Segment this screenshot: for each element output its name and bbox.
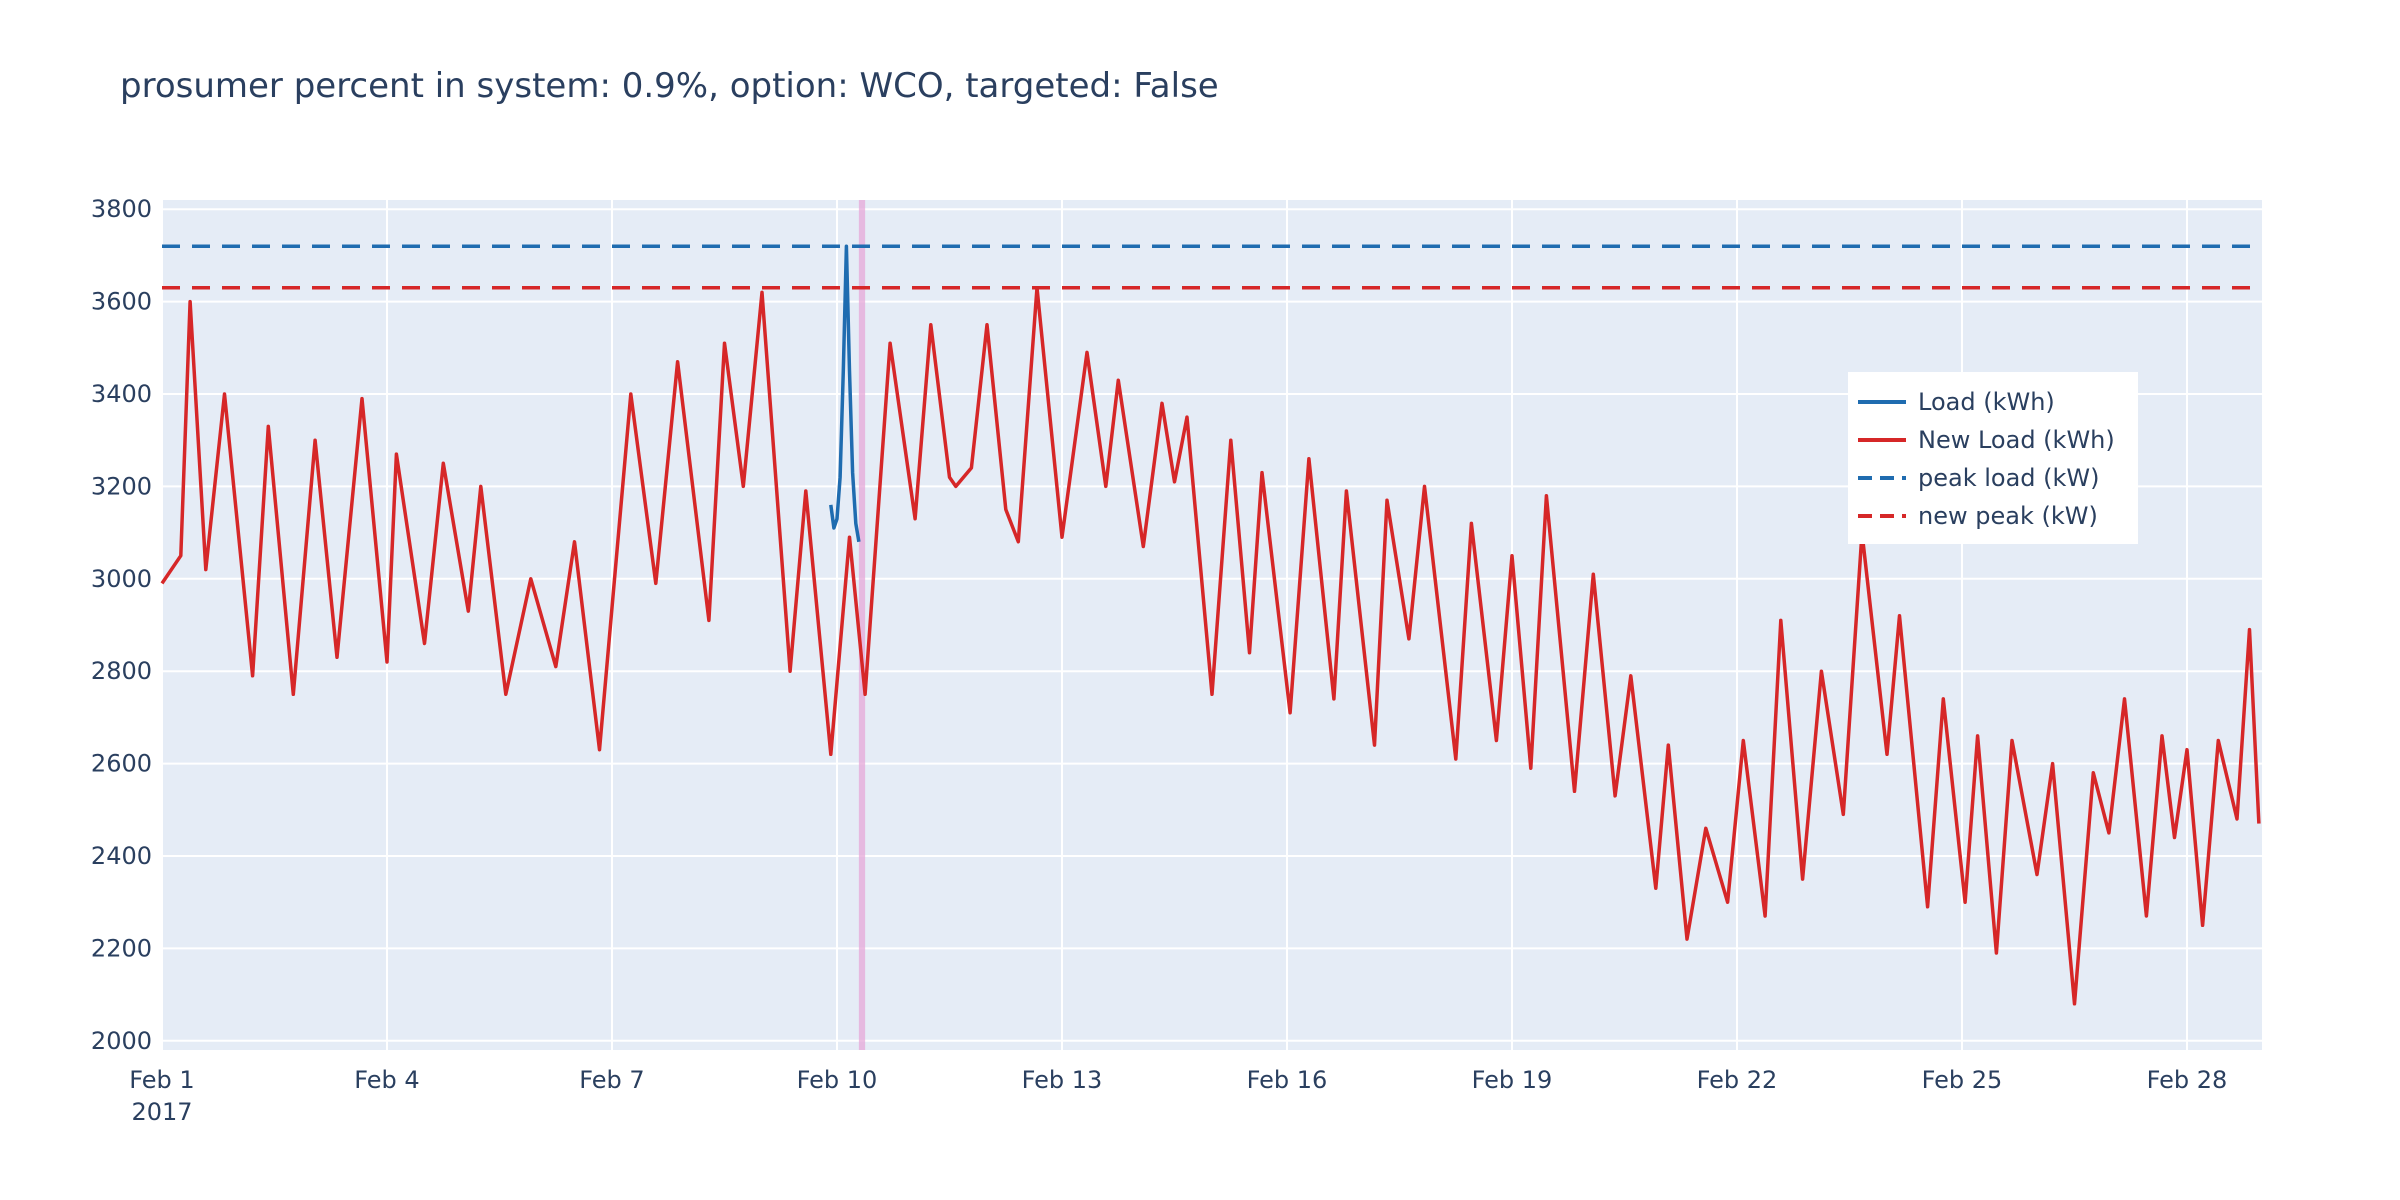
- legend-label: peak load (kW): [1918, 464, 2100, 492]
- y-tick-label: 3400: [91, 380, 152, 408]
- x-tick-label: Feb 4: [354, 1066, 419, 1094]
- y-tick-label: 2400: [91, 842, 152, 870]
- highlight-band: [858, 200, 866, 1050]
- series-layer: [160, 244, 2262, 1006]
- x-tick-label: Feb 7: [579, 1066, 644, 1094]
- legend-label: Load (kWh): [1918, 388, 2055, 416]
- x-tick-label: Feb 28: [2147, 1066, 2228, 1094]
- y-tick-label: 3000: [91, 565, 152, 593]
- y-tick-label: 3600: [91, 288, 152, 316]
- x-tick-label: Feb 16: [1247, 1066, 1328, 1094]
- y-tick-label: 2200: [91, 934, 152, 962]
- y-tick-label: 2800: [91, 657, 152, 685]
- grid: [161, 200, 2262, 1050]
- new-load-line: [160, 286, 2261, 1006]
- load-line: [829, 244, 861, 543]
- x-tick-sublabel: 2017: [131, 1098, 192, 1126]
- y-tick-label: 3800: [91, 195, 152, 223]
- legend-label: new peak (kW): [1918, 502, 2098, 530]
- x-tick-label: Feb 22: [1697, 1066, 1778, 1094]
- x-tick-label: Feb 10: [797, 1066, 878, 1094]
- y-tick-label: 3200: [91, 472, 152, 500]
- y-tick-label: 2000: [91, 1027, 152, 1055]
- x-tick-label: Feb 1: [129, 1066, 194, 1094]
- y-axis: 2000 2200 2400 2600 2800 3000 3200 3400 3600 3800: [91, 195, 152, 1055]
- plot-area: [162, 200, 2262, 1050]
- x-axis: Feb 1 2017 Feb 4 Feb 7 Feb 10 Feb 13 Feb 16 Feb…: [129, 1066, 2227, 1126]
- legend-label: New Load (kWh): [1918, 426, 2115, 454]
- x-tick-label: Feb 13: [1022, 1066, 1103, 1094]
- legend: Load (kWh) New Load (kWh) peak load (kW) ne…: [1848, 372, 2138, 544]
- chart-title: prosumer percent in system: 0.9%, option…: [120, 66, 1219, 106]
- y-tick-label: 2600: [91, 750, 152, 778]
- x-tick-label: Feb 25: [1922, 1066, 2003, 1094]
- x-tick-label: Feb 19: [1472, 1066, 1553, 1094]
